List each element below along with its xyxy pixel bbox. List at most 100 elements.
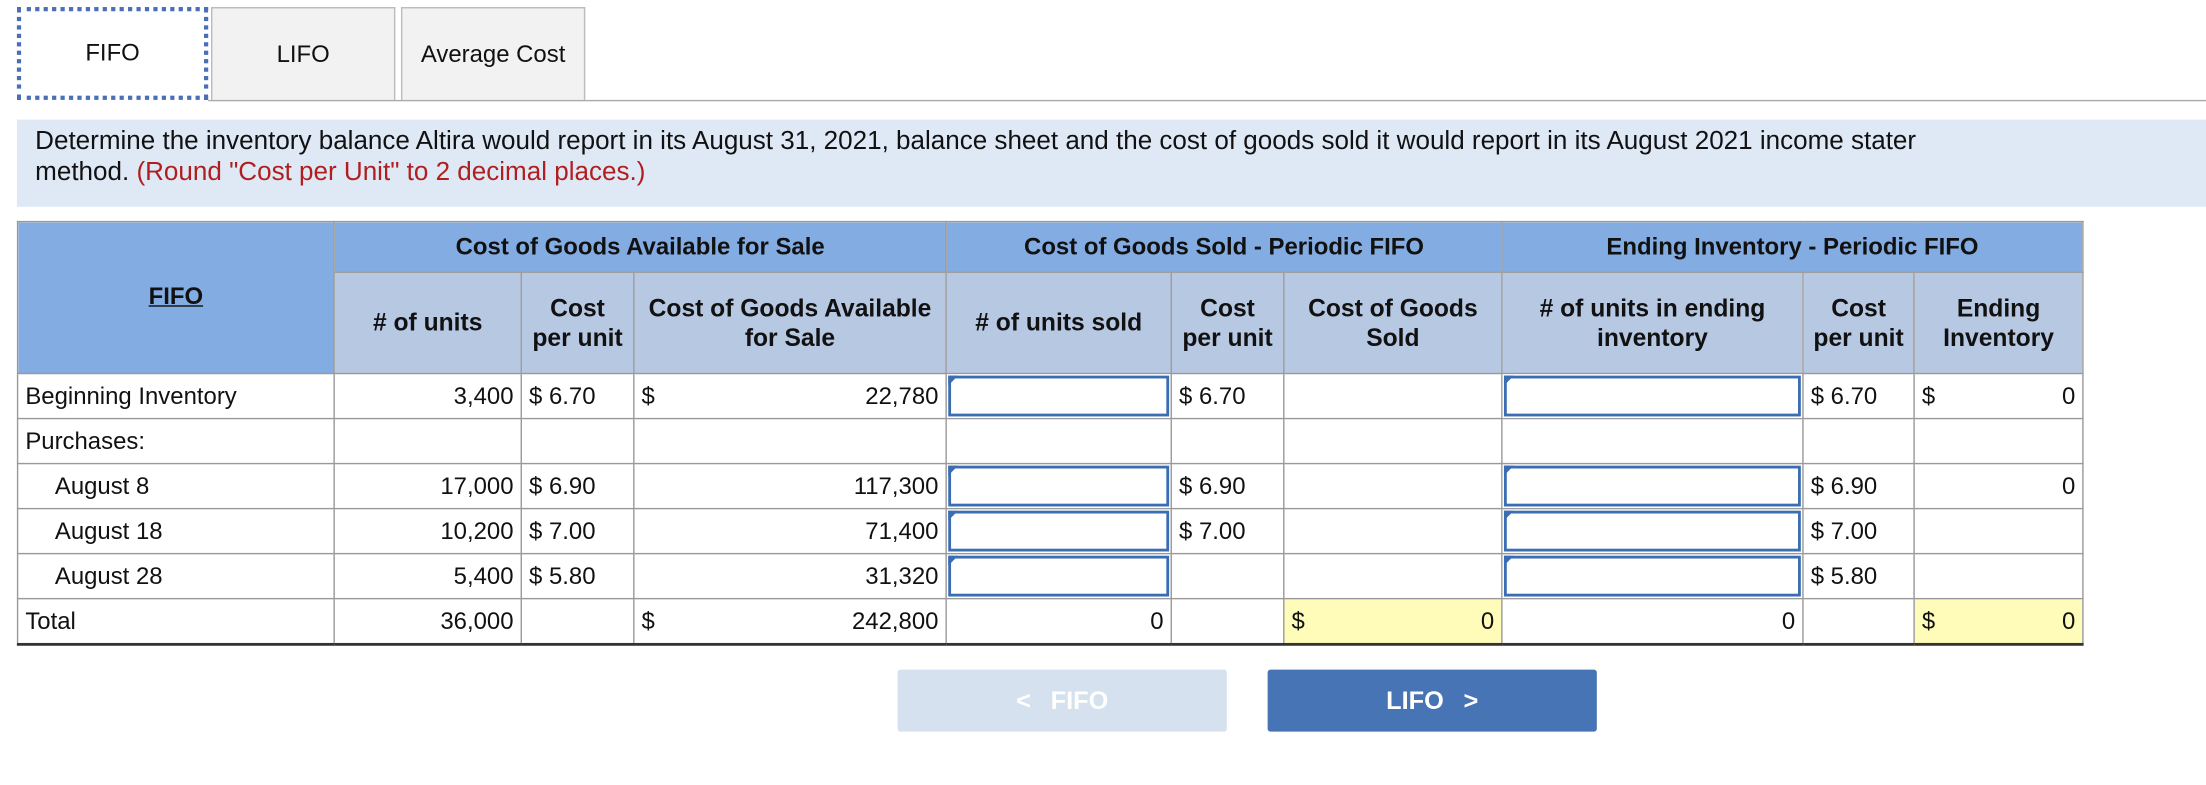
cell [1283,507,1503,555]
column-header: Cost of Goods Available for Sale [633,271,947,375]
input-cell [1501,552,1804,600]
instruction: Determine the inventory balance Altira w… [16,119,2206,207]
input-cell [1501,507,1804,555]
cell: 5,400 [333,552,522,600]
input-box[interactable] [948,465,1170,507]
table-row: Purchases: [16,417,2084,465]
input-cell [945,552,1172,600]
cell: $ 6.90 [1802,462,1915,510]
input-cell [945,462,1172,510]
cell-pair: 0 [1922,472,2075,500]
cell-pair: $0 [1922,382,2075,410]
cell-text: Total [25,607,76,634]
table-row: Total 36,000 $242,800 0 $0 0 $0 [16,597,2084,646]
cell [1913,507,2084,555]
column-header: Cost per unit [520,271,635,375]
input-cell [945,507,1172,555]
prev-button[interactable]: < FIFO [897,669,1227,732]
cell: $ 6.70 [520,372,635,420]
cell-text: $ 6.70 [1179,381,1246,409]
corner-header: FIFO [16,220,335,375]
currency-sign: $ [1291,607,1305,634]
input-box[interactable] [948,375,1170,417]
instruction-line: Determine the inventory balance Altira w… [35,125,1917,155]
tab-fifo[interactable]: FIFO [16,7,209,100]
column-header: # of units [333,271,522,375]
cell: $0 [1913,597,2084,646]
cell [1802,597,1915,646]
cell: $22,780 [633,372,947,420]
cell: $ 6.90 [520,462,635,510]
cell-pair: 117,300 [642,472,939,500]
cell-text: 5,400 [453,562,514,589]
cell-text: 0 [1781,607,1796,634]
column-header: Cost per unit [1170,271,1285,375]
cell [1283,552,1503,600]
cell-text: August 28 [54,562,163,589]
cell: $ 5.80 [1802,552,1915,600]
column-header: Cost per unit [1802,271,1915,375]
currency-sign: $ [1921,381,1936,409]
cell: August 28 [16,552,335,600]
cell: $ 7.00 [1802,507,1915,555]
input-cell [945,372,1172,420]
cell [633,417,947,465]
cell-pair: $0 [1922,607,2075,635]
cell: 71,400 [633,507,947,555]
table-row: August 18 10,200 $ 7.00 71,400 $ 7.00 $ 7.00 [16,507,2084,555]
cell-text: $ 6.90 [1179,472,1246,499]
cell-text: $ 6.70 [528,381,596,409]
cell-text: 0 [1150,607,1164,634]
cell: $ 5.80 [520,552,635,600]
next-button[interactable]: LIFO > [1267,669,1597,732]
input-box[interactable] [948,555,1170,597]
input-box[interactable] [1504,375,1801,417]
cell: 31,320 [633,552,947,600]
cell-text: $ 5.80 [528,562,596,589]
cell-value: 71,400 [865,517,939,544]
cell-text: $ 6.90 [1810,472,1878,499]
input-box[interactable] [948,510,1170,552]
instruction-line: method. [35,156,130,186]
cell-text: August 8 [54,472,150,499]
cell: Purchases: [16,417,335,465]
cell [1913,552,2084,600]
cell-text: $ 6.90 [528,472,596,499]
cell-value: 117,300 [853,472,939,499]
currency-sign: $ [641,381,655,409]
currency-sign: $ [641,607,655,634]
cell [1283,372,1503,420]
next-label: LIFO [1386,685,1444,715]
cell-text: Purchases: [25,426,145,454]
cell [1170,417,1285,465]
tab-average[interactable]: Average Cost [400,7,586,100]
cell-value: 0 [2061,472,2076,499]
cell-value: 31,320 [865,562,939,589]
instruction-note: (Round "Cost per Unit" to 2 decimal plac… [136,156,646,186]
cell-text: August 18 [54,517,163,544]
column-header: Cost of Goods Sold [1283,271,1503,375]
cell: 0 [1501,597,1804,646]
cell-value: 242,800 [851,607,939,634]
cell-text: $ 5.80 [1810,562,1878,589]
tab-line [208,99,2206,102]
cell-pair: 71,400 [642,517,939,545]
cell [520,597,635,646]
group-header: Cost of Goods Available for Sale [333,220,947,273]
cell-pair: $22,780 [642,382,939,410]
input-box[interactable] [1504,510,1801,552]
tab-lifo[interactable]: LIFO [211,7,396,100]
cell: $ 6.70 [1170,372,1285,420]
column-header: # of units sold [945,271,1172,375]
cell: Beginning Inventory [16,372,335,420]
cell-text: $ 6.70 [1810,381,1878,409]
input-box[interactable] [1504,465,1801,507]
input-box[interactable] [1504,555,1801,597]
cell [1170,597,1285,646]
column-header: # of units in ending inventory [1501,271,1804,375]
cell: $ 7.00 [1170,507,1285,555]
inventory-table: FIFO Cost of Goods Available for Sale Co… [16,220,2084,646]
cell: 3,400 [333,372,522,420]
column-header: Ending Inventory [1913,271,2084,375]
